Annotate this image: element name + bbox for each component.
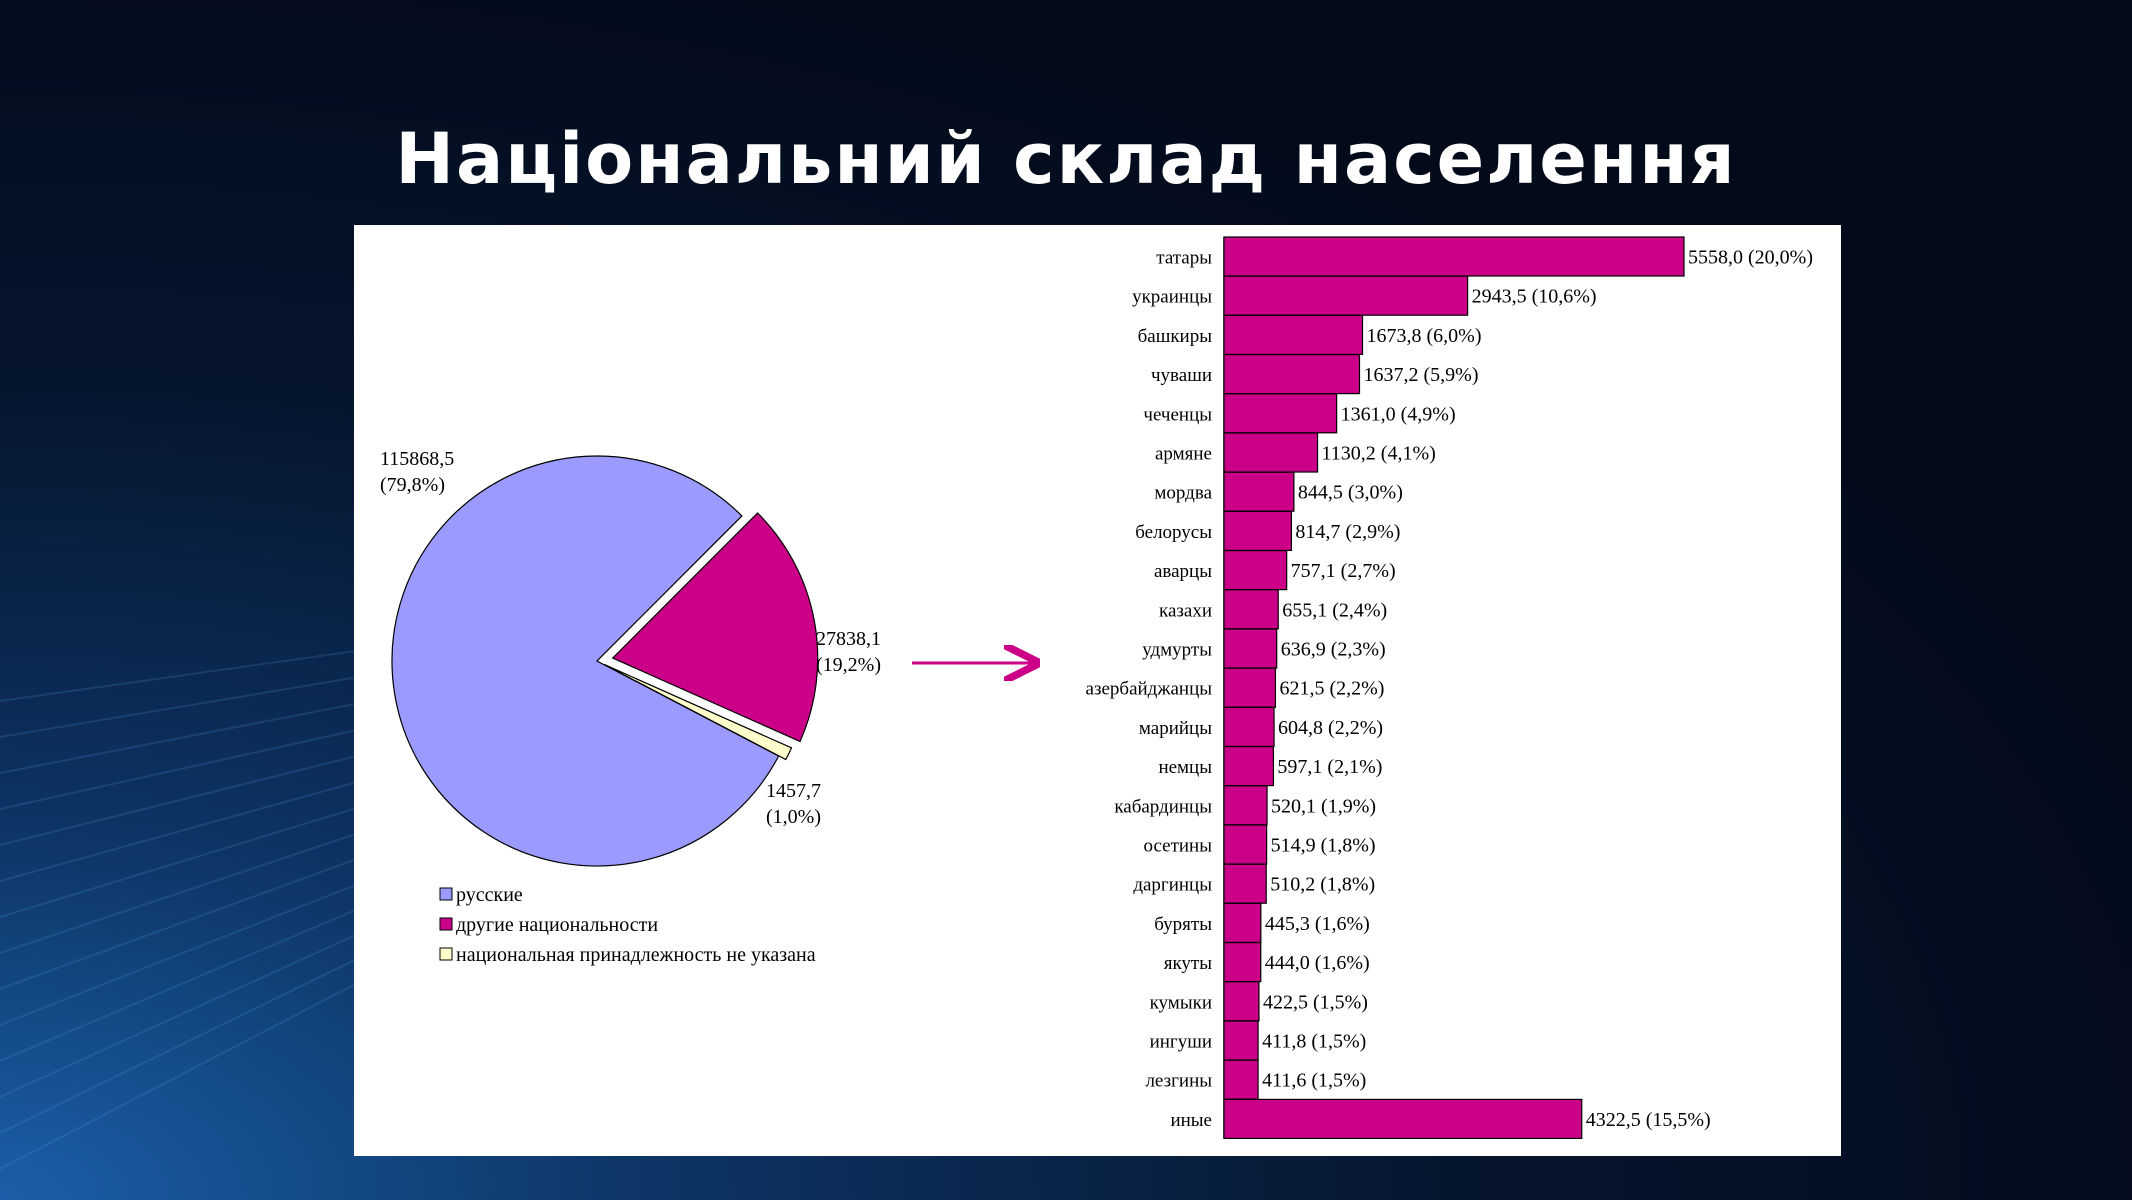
slide-title: Національний склад населення	[395, 118, 1737, 200]
category-label: чеченцы	[1143, 404, 1212, 425]
chart-canvas: 115868,5 (79,8%) 27838,1 (19,2%) 1457,7 (1,0%…	[380, 236, 1813, 1140]
bar	[1223, 981, 1260, 1022]
bar	[1223, 902, 1262, 944]
category-label: татары	[1156, 248, 1212, 269]
bar-data-label: 757,1 (2,7%)	[1291, 560, 1396, 582]
bar-data-label: 5558,0 (20,0%)	[1688, 247, 1813, 269]
bar-data-label: 814,7 (2,9%)	[1295, 521, 1400, 543]
category-label: чуваши	[1151, 365, 1212, 386]
category-label: иные	[1170, 1110, 1212, 1131]
bar-chart: татары 5558,0 (20,0%) украинцы 2943,5 (10,6…	[1086, 236, 1813, 1140]
bar	[1223, 745, 1275, 787]
bar	[1223, 432, 1319, 473]
bar	[1223, 314, 1364, 356]
bar-data-label: 621,5 (2,2%)	[1279, 678, 1384, 700]
bar-data-label: 844,5 (3,0%)	[1298, 482, 1403, 504]
bar	[1223, 667, 1277, 708]
category-label: немцы	[1158, 757, 1212, 778]
bar	[1223, 1020, 1259, 1061]
pie-data-label-line: (19,2%)	[816, 654, 881, 676]
bar-data-label: 510,2 (1,8%)	[1270, 874, 1375, 896]
category-label: ингуши	[1150, 1032, 1212, 1053]
bar	[1223, 393, 1338, 434]
bar	[1223, 863, 1267, 904]
category-label: азербайджанцы	[1086, 679, 1213, 700]
pie-chart: 115868,5 (79,8%) 27838,1 (19,2%) 1457,7 (1,0%…	[380, 448, 881, 867]
pie-data-label-line: 115868,5	[380, 448, 454, 470]
category-label: мордва	[1154, 483, 1212, 504]
bar-data-label: 422,5 (1,5%)	[1263, 991, 1368, 1013]
bar-data-label: 655,1 (2,4%)	[1282, 599, 1387, 621]
bar	[1223, 1098, 1583, 1140]
bar	[1223, 275, 1469, 316]
pie-legend: русские другие национальности национальная…	[439, 884, 816, 966]
bar	[1223, 941, 1262, 983]
pie-data-label-line: (1,0%)	[766, 806, 821, 828]
bar	[1223, 706, 1275, 747]
chart-panel: 115868,5 (79,8%) 27838,1 (19,2%) 1457,7 (1,0%…	[354, 225, 1841, 1156]
category-label: буряты	[1154, 914, 1212, 935]
bar-data-label: 520,1 (1,9%)	[1271, 795, 1376, 817]
bar-data-label: 604,8 (2,2%)	[1278, 717, 1383, 739]
category-label: удмурты	[1142, 640, 1212, 661]
category-label: башкиры	[1138, 326, 1213, 347]
bar-data-label: 1637,2 (5,9%)	[1364, 364, 1479, 386]
category-label: аварцы	[1154, 561, 1212, 582]
bar-data-label: 2943,5 (10,6%)	[1472, 286, 1597, 308]
category-label: якуты	[1164, 953, 1213, 974]
bar	[1223, 589, 1279, 630]
bar	[1223, 471, 1295, 512]
legend-label: другие национальности	[456, 914, 658, 936]
category-label: белорусы	[1135, 522, 1212, 543]
legend-label: русские	[456, 884, 523, 906]
legend-swatch	[439, 947, 453, 961]
bar-data-label: 4322,5 (15,5%)	[1586, 1109, 1711, 1131]
bar-data-label: 411,6 (1,5%)	[1262, 1070, 1366, 1092]
bar	[1223, 236, 1685, 277]
category-label: лезгины	[1145, 1071, 1212, 1092]
category-label: казахи	[1159, 600, 1212, 621]
legend-label: национальная принадлежность не указана	[456, 944, 816, 966]
bar	[1223, 354, 1361, 395]
bar	[1223, 824, 1268, 865]
bar-data-label: 1361,0 (4,9%)	[1341, 403, 1456, 425]
bar-data-label: 514,9 (1,8%)	[1271, 835, 1376, 857]
pie-slice	[611, 512, 819, 743]
bar-data-label: 636,9 (2,3%)	[1281, 639, 1386, 661]
bar	[1223, 628, 1278, 669]
bar-data-label: 445,3 (1,6%)	[1265, 913, 1370, 935]
pie-data-label: 1457,7 (1,0%)	[766, 780, 821, 828]
pie-data-label: 115868,5 (79,8%)	[380, 448, 454, 496]
bar-data-label: 597,1 (2,1%)	[1277, 756, 1382, 778]
legend-swatch	[439, 917, 453, 931]
category-label: украинцы	[1132, 287, 1212, 308]
bar-data-label: 1673,8 (6,0%)	[1367, 325, 1482, 347]
pie-slice	[391, 455, 780, 867]
pie-slice	[603, 663, 793, 761]
category-label: армяне	[1155, 444, 1212, 465]
pie-data-label-line: (79,8%)	[380, 474, 445, 496]
legend-swatch	[439, 887, 453, 901]
category-label: даргинцы	[1133, 875, 1212, 896]
category-label: кабардинцы	[1114, 796, 1212, 817]
pie-data-label: 27838,1 (19,2%)	[816, 628, 881, 676]
pie-data-label-line: 1457,7	[766, 780, 821, 802]
bar-data-label: 411,8 (1,5%)	[1262, 1031, 1366, 1053]
bar	[1223, 550, 1288, 591]
bar	[1223, 510, 1293, 551]
bar-data-label: 444,0 (1,6%)	[1265, 952, 1370, 974]
category-label: кумыки	[1150, 992, 1212, 1013]
bar	[1223, 785, 1268, 826]
pie-data-label-line: 27838,1	[816, 628, 881, 650]
category-label: марийцы	[1139, 718, 1212, 739]
bar-data-label: 1130,2 (4,1%)	[1322, 443, 1436, 465]
category-label: осетины	[1144, 836, 1213, 857]
bar	[1223, 1059, 1259, 1100]
